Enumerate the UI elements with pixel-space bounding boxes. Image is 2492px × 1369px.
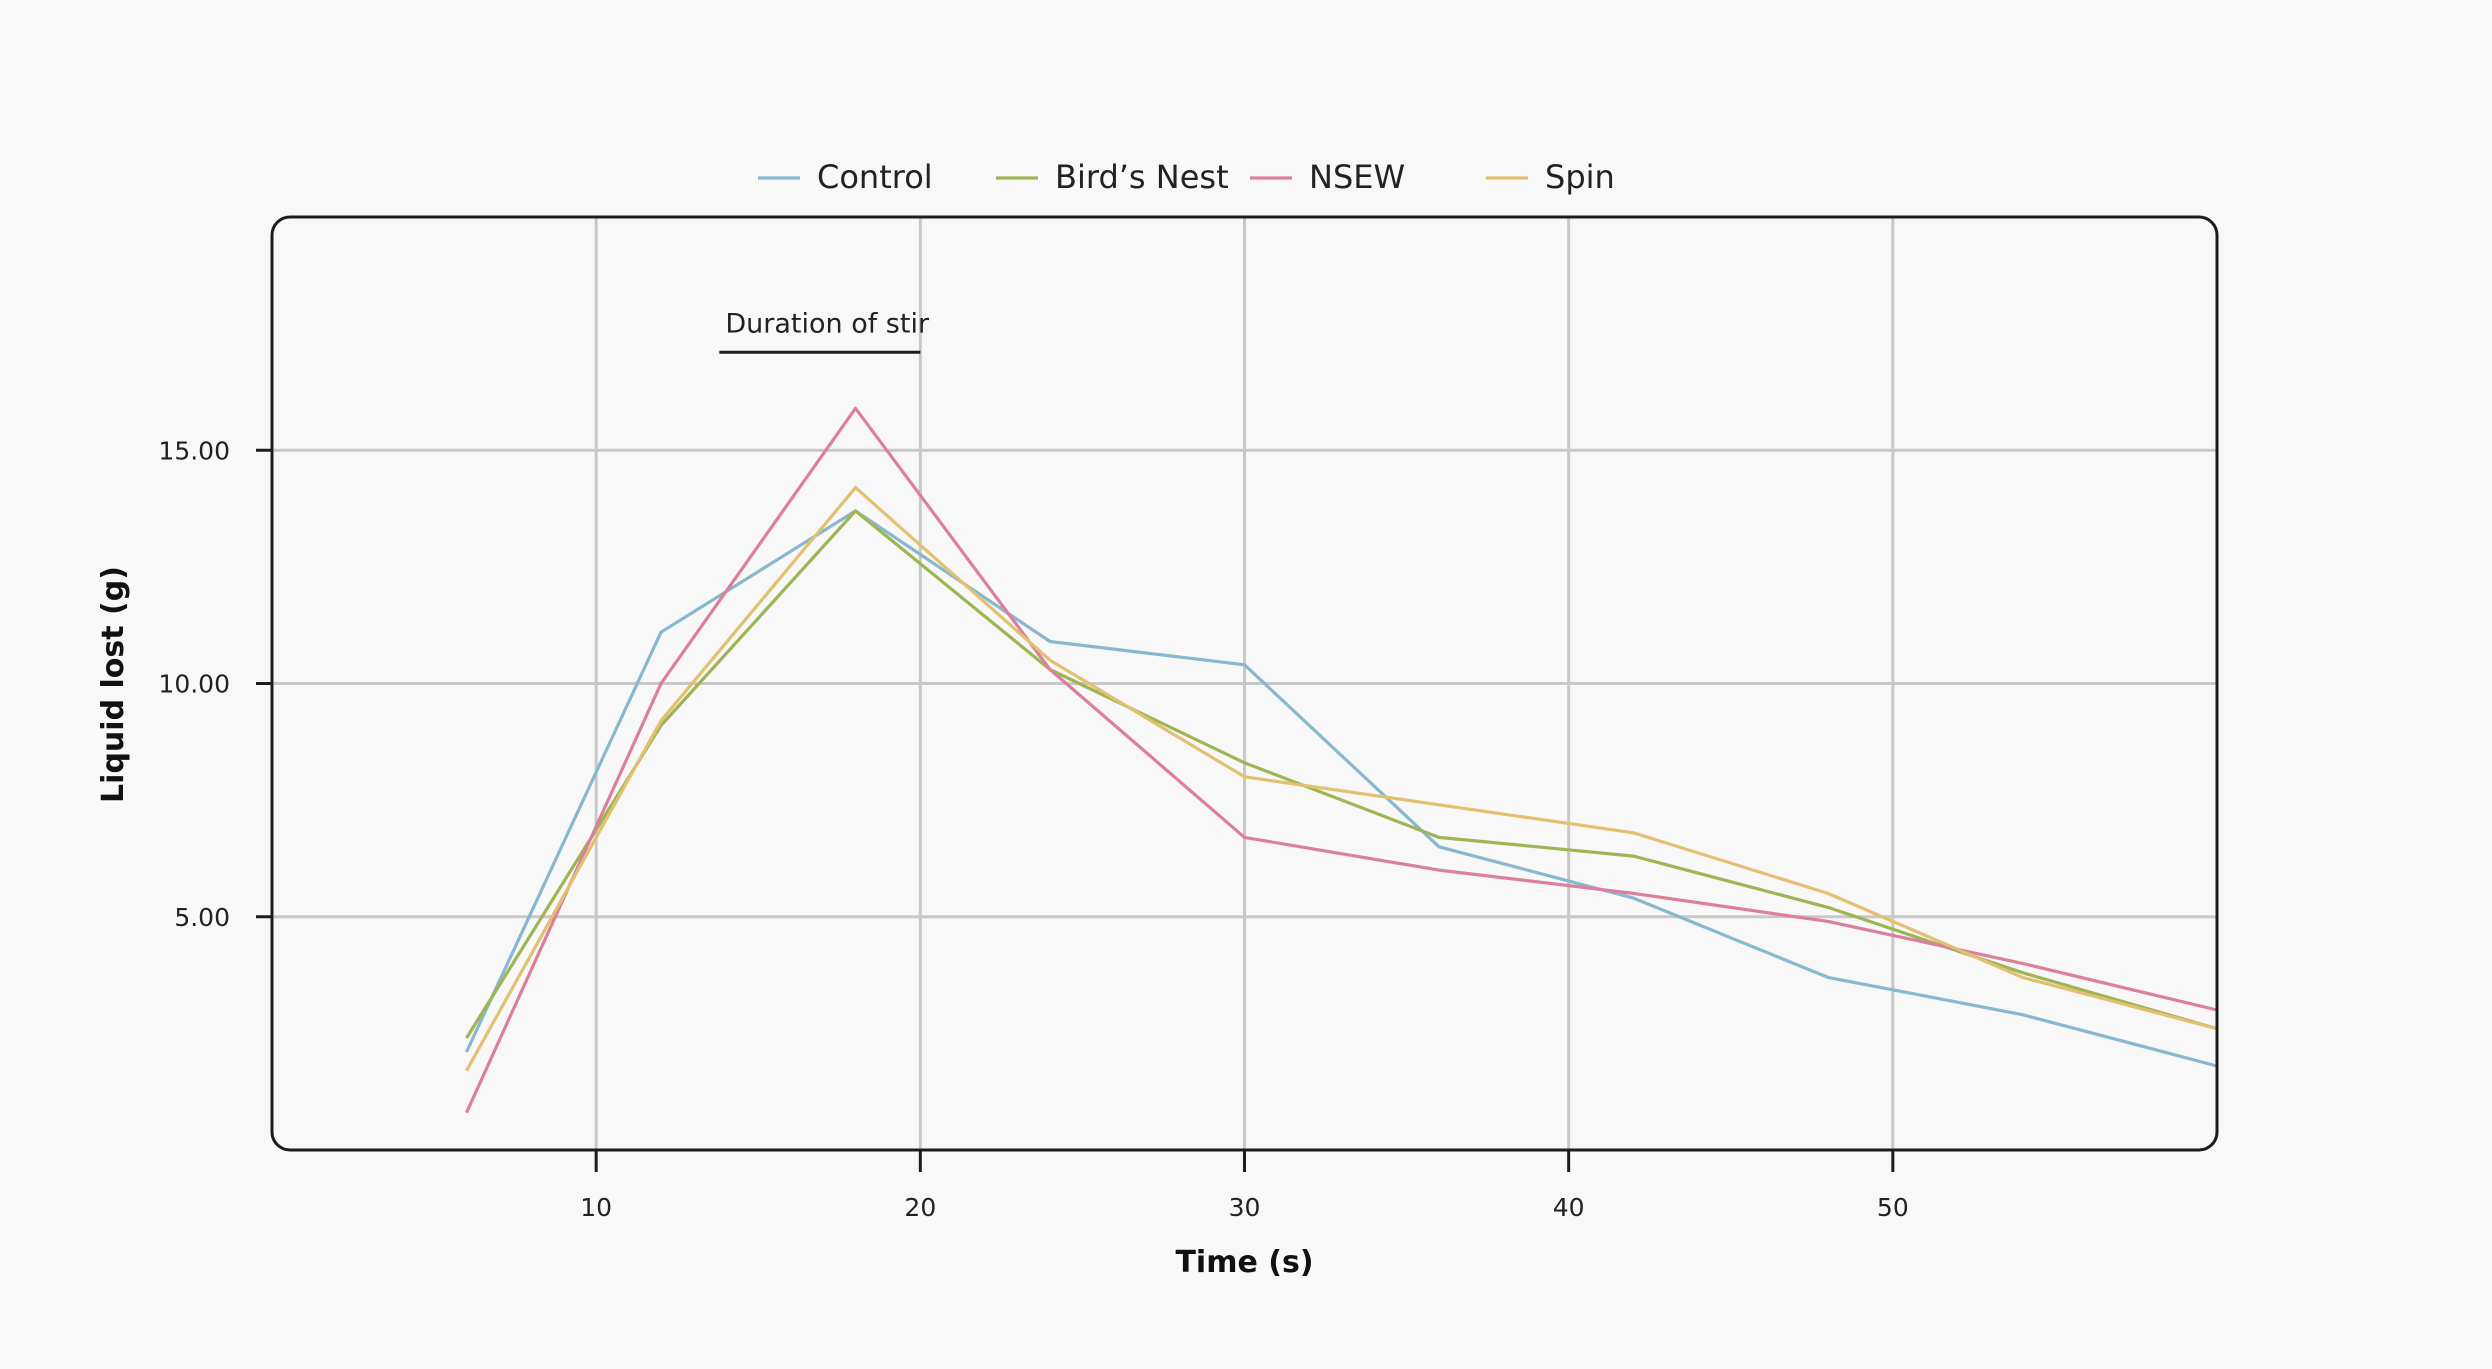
y-tick-label: 5.00 <box>174 903 230 932</box>
series-line-control <box>465 509 2218 1068</box>
legend-label: Control <box>817 158 933 196</box>
annotation-label: Duration of stir <box>725 308 930 339</box>
legend-label: Bird’s Nest <box>1055 158 1229 196</box>
x-tick-label: 50 <box>1877 1193 1909 1222</box>
annotation: Duration of stir <box>719 308 930 354</box>
y-axis-ticks: 5.00 10.00 15.00 <box>158 436 272 932</box>
series-lines <box>465 406 2218 1114</box>
series-line-spin <box>465 486 2218 1072</box>
x-tick-label: 40 <box>1553 1193 1585 1222</box>
series-line-bird-s-nest <box>465 509 2218 1039</box>
y-tick-label: 10.00 <box>158 670 230 699</box>
y-tick-label: 15.00 <box>158 436 230 465</box>
legend: Control Bird’s Nest NSEW Spin <box>758 158 1615 196</box>
series-line-nsew <box>465 406 2218 1114</box>
x-axis-ticks: 10 20 30 40 50 <box>580 1150 1909 1222</box>
legend-label: NSEW <box>1309 158 1405 196</box>
x-tick-label: 30 <box>1229 1193 1261 1222</box>
x-tick-label: 10 <box>580 1193 612 1222</box>
legend-label: Spin <box>1545 158 1615 196</box>
x-axis-title: Time (s) <box>1175 1245 1313 1280</box>
grid <box>272 217 2217 1150</box>
y-axis-title: Liquid lost (g) <box>96 566 131 803</box>
x-tick-label: 20 <box>904 1193 936 1222</box>
